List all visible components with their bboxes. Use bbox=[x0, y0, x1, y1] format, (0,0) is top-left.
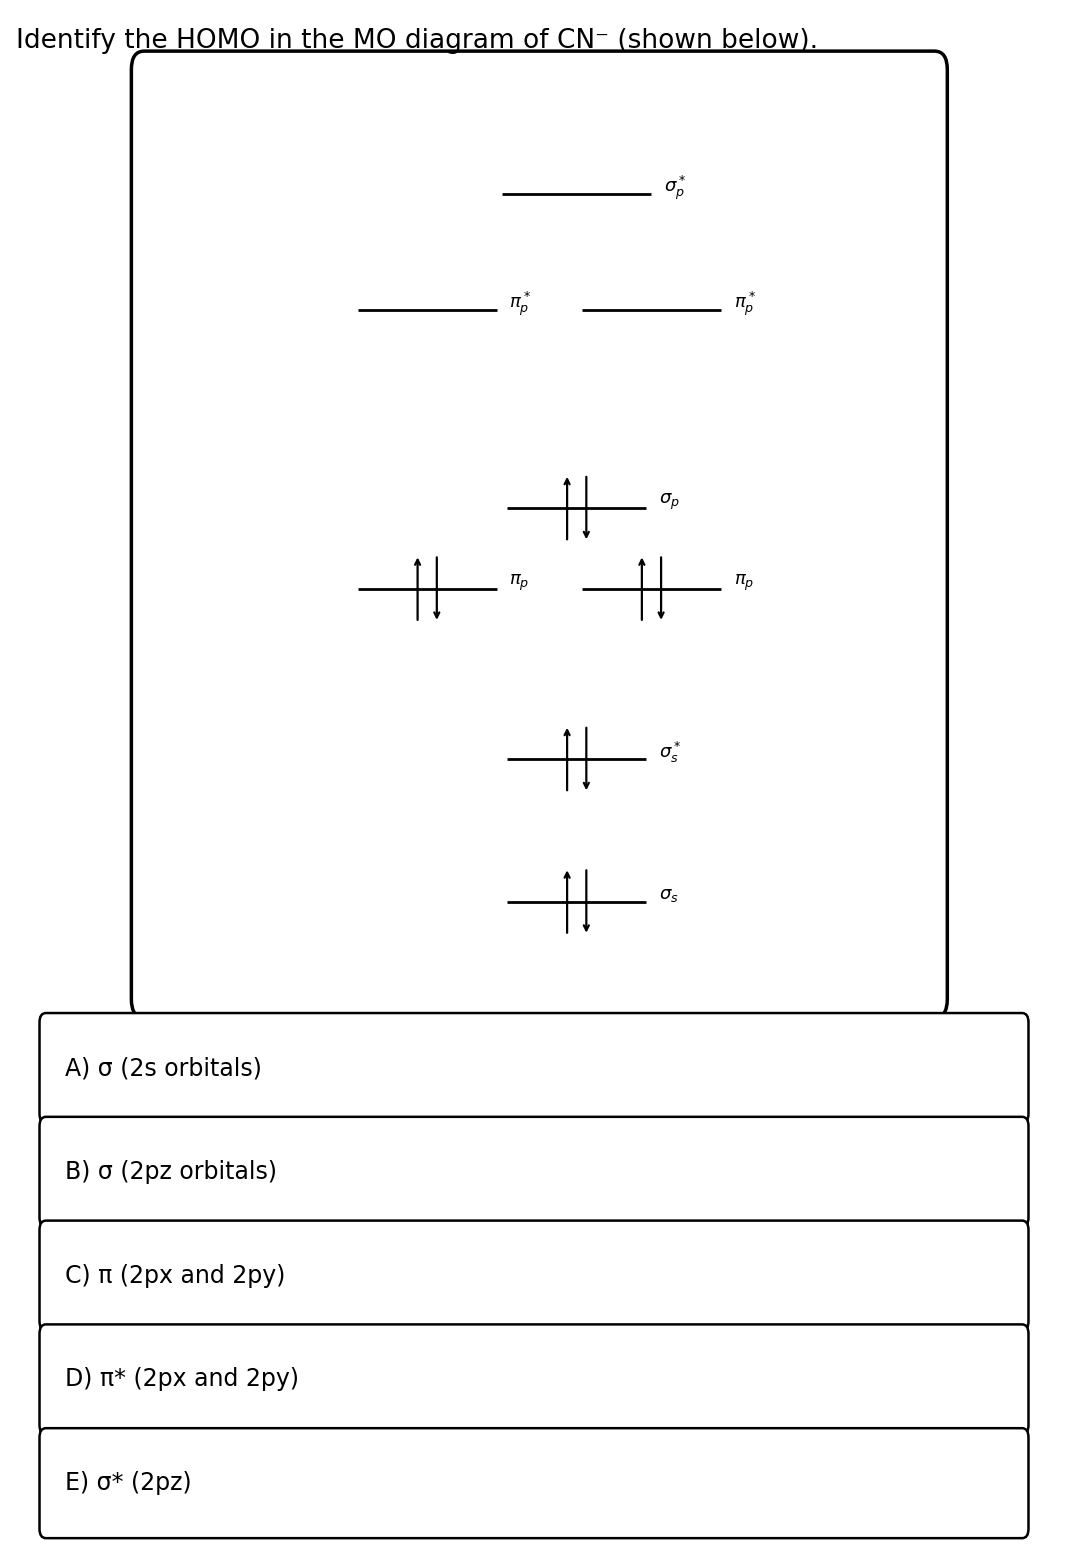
Text: $\sigma_s$: $\sigma_s$ bbox=[659, 886, 678, 905]
FancyBboxPatch shape bbox=[40, 1117, 1028, 1227]
Text: $\sigma_p^*$: $\sigma_p^*$ bbox=[664, 173, 687, 201]
FancyBboxPatch shape bbox=[40, 1324, 1028, 1434]
FancyBboxPatch shape bbox=[40, 1013, 1028, 1123]
Text: B) σ (2pz orbitals): B) σ (2pz orbitals) bbox=[65, 1160, 278, 1183]
Text: $\pi_p$: $\pi_p$ bbox=[734, 572, 754, 593]
Text: E) σ* (2pz): E) σ* (2pz) bbox=[65, 1472, 192, 1495]
Text: $\pi_p$: $\pi_p$ bbox=[509, 572, 530, 593]
Text: $\pi_p^*$: $\pi_p^*$ bbox=[509, 290, 532, 318]
Text: C) π (2px and 2py): C) π (2px and 2py) bbox=[65, 1264, 285, 1287]
Text: D) π* (2px and 2py): D) π* (2px and 2py) bbox=[65, 1368, 299, 1391]
FancyBboxPatch shape bbox=[131, 51, 947, 1018]
Text: $\sigma_s^*$: $\sigma_s^*$ bbox=[659, 740, 681, 765]
Text: $\pi_p^*$: $\pi_p^*$ bbox=[734, 290, 756, 318]
Text: A) σ (2s orbitals): A) σ (2s orbitals) bbox=[65, 1056, 262, 1080]
FancyBboxPatch shape bbox=[40, 1428, 1028, 1538]
Text: Identify the HOMO in the MO diagram of CN⁻ (shown below).: Identify the HOMO in the MO diagram of C… bbox=[16, 28, 818, 54]
FancyBboxPatch shape bbox=[40, 1221, 1028, 1331]
Text: $\sigma_p$: $\sigma_p$ bbox=[659, 491, 680, 513]
